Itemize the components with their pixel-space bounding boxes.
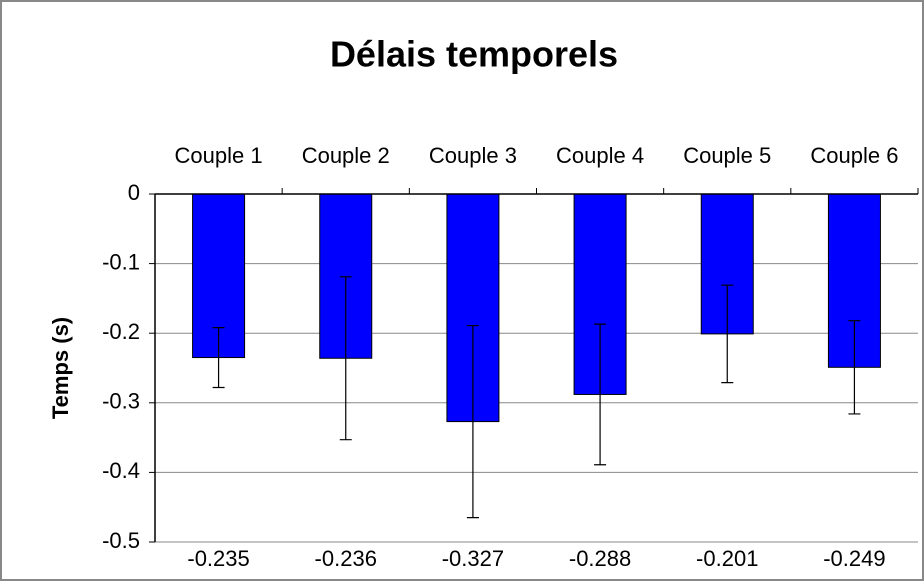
x-tick-label: Couple 3	[429, 143, 517, 168]
y-tick-label: 0	[128, 180, 140, 205]
value-label: -0.236	[315, 546, 377, 571]
value-label: -0.201	[696, 546, 758, 571]
value-label: -0.327	[442, 546, 504, 571]
error-bar	[594, 323, 607, 466]
error-bar	[212, 327, 225, 389]
value-label: -0.288	[569, 546, 631, 571]
x-tick-label: Couple 6	[810, 143, 898, 168]
x-tick-label: Couple 1	[175, 143, 263, 168]
error-bar	[848, 320, 861, 415]
value-label: -0.235	[187, 546, 249, 571]
chart-title: Délais temporels	[330, 34, 618, 75]
error-bar	[466, 324, 479, 519]
error-bar	[339, 276, 352, 441]
y-tick-label: -0.2	[102, 319, 140, 344]
y-tick-label: -0.4	[102, 458, 140, 483]
y-tick-label: -0.5	[102, 528, 140, 553]
x-tick-label: Couple 5	[683, 143, 771, 168]
y-tick-label: -0.3	[102, 389, 140, 414]
value-label: -0.249	[823, 546, 885, 571]
x-tick-label: Couple 2	[302, 143, 390, 168]
y-axis-label: Temps (s)	[48, 317, 73, 419]
error-bar	[721, 284, 734, 384]
y-tick-label: -0.1	[102, 249, 140, 274]
x-tick-label: Couple 4	[556, 143, 644, 168]
